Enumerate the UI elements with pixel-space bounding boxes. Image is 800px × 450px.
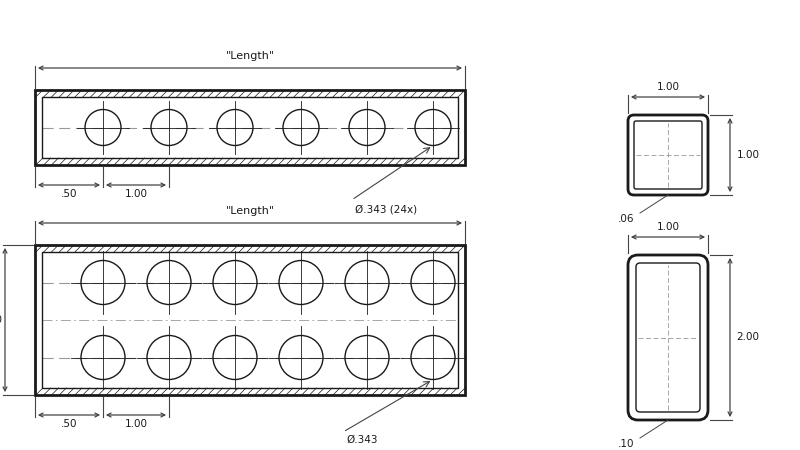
Text: 1.00: 1.00 [125, 419, 147, 429]
Text: "Length": "Length" [226, 51, 274, 61]
Text: 2.00: 2.00 [737, 333, 759, 342]
Text: .06: .06 [618, 214, 634, 224]
Text: 1.00: 1.00 [657, 222, 679, 232]
Text: .50: .50 [61, 189, 78, 199]
Text: .10: .10 [618, 439, 634, 449]
Bar [35, 245, 465, 395]
Text: "Length": "Length" [226, 206, 274, 216]
Text: Ø.343 (24x): Ø.343 (24x) [354, 205, 417, 215]
Text: Ø.343: Ø.343 [346, 435, 378, 445]
Text: 1.00: 1.00 [737, 150, 759, 160]
Text: 1.00: 1.00 [0, 315, 2, 325]
Bar [35, 90, 465, 165]
Text: .50: .50 [61, 419, 78, 429]
Bar [42, 97, 458, 158]
Bar [42, 252, 458, 388]
Text: 1.00: 1.00 [657, 82, 679, 92]
Text: 1.00: 1.00 [125, 189, 147, 199]
